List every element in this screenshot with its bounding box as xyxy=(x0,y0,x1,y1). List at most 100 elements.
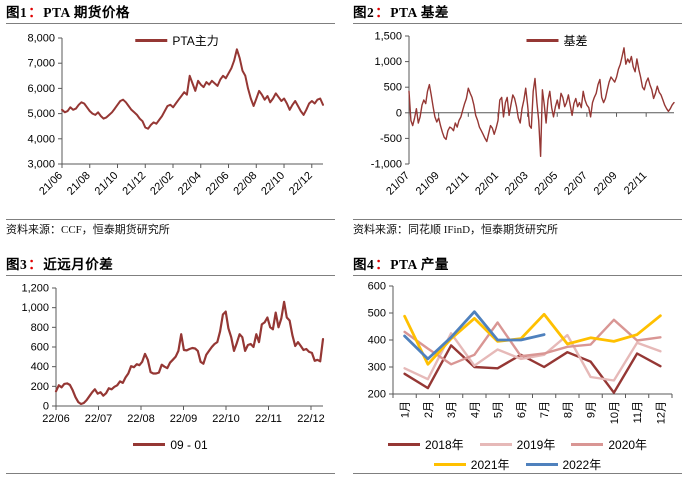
fig1-source-note: 资料来源：CCF，恒泰期货研究所 xyxy=(6,219,335,237)
fig3-title-colon: ： xyxy=(28,256,43,272)
svg-text:1月: 1月 xyxy=(400,401,412,418)
panel-fig2: 图2：PTA 基差 -1,000 -500 0 500 1,000 1,500 21/07 2… xyxy=(353,3,682,241)
panel-fig3: 图3：近远月价差 0 200 400 600 800 1,000 1,200 22/06 22/… xyxy=(6,255,335,478)
legend-item: 2018年 xyxy=(387,435,464,455)
svg-text:6,000: 6,000 xyxy=(27,83,55,95)
svg-text:4,000: 4,000 xyxy=(27,133,55,145)
svg-text:22/10: 22/10 xyxy=(212,413,240,425)
svg-text:1,500: 1,500 xyxy=(374,31,402,43)
fig1-title: 图1：PTA 期货价格 xyxy=(6,3,335,24)
svg-text:21/10: 21/10 xyxy=(93,170,121,198)
svg-text:6月: 6月 xyxy=(516,401,528,418)
svg-text:7,000: 7,000 xyxy=(27,58,55,70)
svg-text:4月: 4月 xyxy=(469,401,481,418)
svg-text:8月: 8月 xyxy=(562,401,574,418)
svg-text:22/06: 22/06 xyxy=(42,413,70,425)
legend-label: 2021年 xyxy=(470,457,510,472)
svg-text:3月: 3月 xyxy=(446,401,458,418)
svg-text:-500: -500 xyxy=(380,133,402,145)
chart-legend: 09 - 01 xyxy=(6,435,335,455)
fig3-title-no: 图3 xyxy=(6,256,28,272)
fig4-chart-wrap: 200 300 400 500 600 1月 2月 3月 4月 5月 6月 7月 8月 9月 10月 11月 1… xyxy=(353,280,682,435)
fig2-title-colon: ： xyxy=(375,5,390,20)
fig1-title-colon: ： xyxy=(28,5,43,20)
svg-text:22/04: 22/04 xyxy=(176,170,204,198)
svg-text:800: 800 xyxy=(31,321,49,333)
fig2-source-note: 资料来源：同花顺 IFinD，恒泰期货研究所 xyxy=(353,219,682,237)
fig4-title-no: 图4 xyxy=(353,256,375,272)
svg-text:22/05: 22/05 xyxy=(532,170,560,198)
legend-swatch xyxy=(133,443,166,446)
legend-item: 2019年 xyxy=(479,435,556,455)
fig3-title: 图3：近远月价差 xyxy=(6,255,335,276)
svg-text:-1,000: -1,000 xyxy=(371,159,402,171)
legend-swatch xyxy=(571,443,604,446)
fig4-title: 图4：PTA 产量 xyxy=(353,255,682,276)
legend-label: 2020年 xyxy=(608,437,648,452)
svg-text:400: 400 xyxy=(31,361,49,373)
svg-text:22/11: 22/11 xyxy=(622,170,649,197)
svg-text:22/10: 22/10 xyxy=(259,170,287,198)
svg-text:1,000: 1,000 xyxy=(21,302,49,314)
svg-text:22/09: 22/09 xyxy=(170,413,198,425)
svg-text:0: 0 xyxy=(396,107,402,119)
svg-text:21/11: 21/11 xyxy=(444,170,471,197)
svg-text:22/11: 22/11 xyxy=(255,413,282,425)
svg-text:21/08: 21/08 xyxy=(65,170,93,198)
svg-text:500: 500 xyxy=(368,307,386,319)
legend-swatch xyxy=(135,39,168,42)
fig4-chart-area: 200 300 400 500 600 1月 2月 3月 4月 5月 6月 7月 8月 9月 10月 11月 1… xyxy=(353,280,682,474)
svg-text:21/12: 21/12 xyxy=(120,170,148,198)
chart-legend: PTA主力 xyxy=(135,32,219,49)
svg-text:500: 500 xyxy=(384,82,402,94)
legend-swatch xyxy=(525,463,558,466)
svg-text:22/08: 22/08 xyxy=(231,170,259,198)
svg-text:22/03: 22/03 xyxy=(503,170,531,198)
svg-text:22/07: 22/07 xyxy=(562,170,590,198)
fig1-chart-area: 3,000 4,000 5,000 6,000 7,000 8,000 21/06 21/08… xyxy=(6,28,335,219)
legend-item: 2020年 xyxy=(571,435,647,455)
legend-label: PTA主力 xyxy=(172,34,219,48)
svg-text:21/06: 21/06 xyxy=(37,170,65,198)
pta-futures-price-chart: 3,000 4,000 5,000 6,000 7,000 8,000 21/06 21/08… xyxy=(27,33,324,198)
fig2-title: 图2：PTA 基差 xyxy=(353,3,682,24)
svg-text:5,000: 5,000 xyxy=(27,108,55,120)
pta-output-chart: 200 300 400 500 600 1月 2月 3月 4月 5月 6月 7月 8月 9月 10月 11月 1… xyxy=(368,280,673,424)
legend-label: 基差 xyxy=(563,34,588,48)
fig4-title-text: PTA 产量 xyxy=(390,256,449,272)
fig4-title-colon: ： xyxy=(375,256,390,272)
svg-text:2月: 2月 xyxy=(423,401,435,418)
chart-legend: 2018年 2019年 2020年 2021年 2022年 xyxy=(353,435,682,475)
svg-text:22/06: 22/06 xyxy=(204,170,232,198)
fig3-chart-area: 0 200 400 600 800 1,000 1,200 22/06 22/07 22/08 22… xyxy=(6,280,335,474)
svg-text:300: 300 xyxy=(368,361,386,373)
svg-text:10月: 10月 xyxy=(609,401,621,424)
fig3-chart-wrap: 0 200 400 600 800 1,000 1,200 22/06 22/07 22/08 22… xyxy=(6,280,335,435)
svg-text:9月: 9月 xyxy=(586,401,598,418)
chart-legend: 基差 xyxy=(526,32,587,49)
svg-text:0: 0 xyxy=(43,400,49,412)
legend-label: 2022年 xyxy=(562,457,602,472)
svg-text:8,000: 8,000 xyxy=(27,33,55,45)
panel-fig4: 图4：PTA 产量 200 300 400 500 600 1月 2月 3月 4月 5月 6月 7月 8… xyxy=(353,255,682,478)
svg-text:200: 200 xyxy=(31,380,49,392)
fig1-title-text: PTA 期货价格 xyxy=(43,5,130,20)
legend-item: 基差 xyxy=(526,32,587,49)
legend-swatch xyxy=(479,443,512,446)
svg-text:21/07: 21/07 xyxy=(384,170,412,198)
svg-text:22/12: 22/12 xyxy=(287,170,315,198)
svg-text:3,000: 3,000 xyxy=(27,159,55,171)
svg-text:400: 400 xyxy=(368,334,386,346)
svg-text:22/07: 22/07 xyxy=(85,413,113,425)
svg-text:12月: 12月 xyxy=(655,401,667,424)
fig3-title-text: 近远月价差 xyxy=(43,256,114,272)
legend-label: 2019年 xyxy=(516,437,556,452)
legend-swatch xyxy=(387,443,420,446)
near-far-month-spread-chart: 0 200 400 600 800 1,000 1,200 22/06 22/07 22/08 22… xyxy=(21,282,324,425)
legend-item: PTA主力 xyxy=(135,32,219,49)
fig2-title-no: 图2 xyxy=(353,5,375,20)
fig2-title-text: PTA 基差 xyxy=(390,5,449,20)
legend-item: 09 - 01 xyxy=(133,435,208,455)
